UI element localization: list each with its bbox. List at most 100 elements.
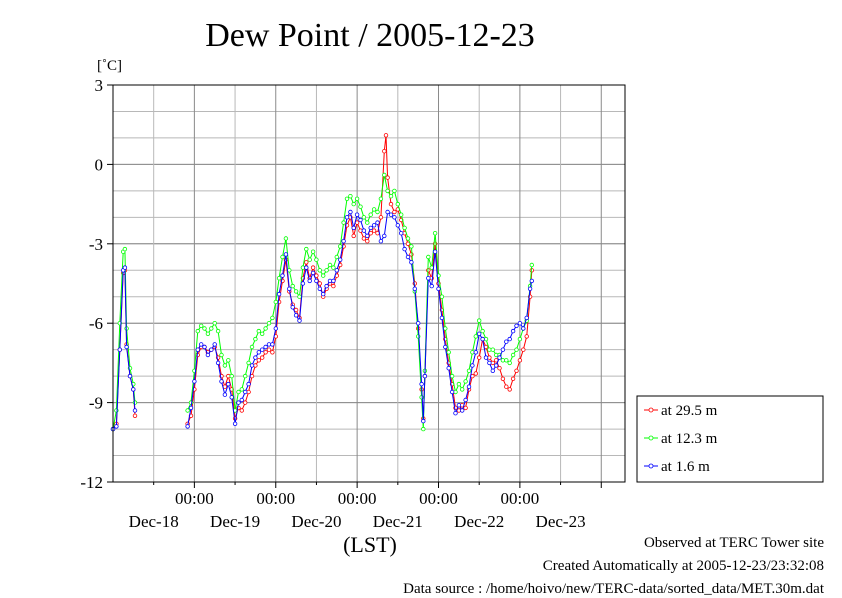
data-point [402, 225, 407, 231]
data-point [334, 254, 339, 260]
data-point [385, 188, 390, 194]
data-point [307, 278, 312, 284]
data-point [239, 408, 244, 413]
data-point [321, 273, 326, 278]
data-point [507, 360, 512, 366]
data-point [114, 424, 119, 429]
data-point [460, 408, 465, 413]
data-point [422, 373, 428, 379]
data-point [263, 326, 268, 331]
data-point [222, 392, 228, 397]
data-point [341, 238, 346, 244]
data-point [263, 344, 268, 350]
data-point [361, 228, 367, 233]
data-point [416, 321, 421, 326]
x-tick-label: 00:00 [419, 489, 458, 508]
legend: at 29.5 m at 12.3 m at 1.6 m [636, 395, 824, 483]
data-point [419, 395, 424, 400]
day-label: Dec-18 [129, 512, 179, 531]
data-point [354, 212, 360, 217]
data-point [392, 209, 397, 215]
data-source-note: Data source : /home/hoivo/new/TERC-data/… [403, 581, 824, 597]
day-label: Dec-22 [454, 512, 504, 531]
data-point [246, 360, 251, 366]
data-point [426, 276, 431, 281]
data-point [226, 381, 231, 387]
data-point [249, 344, 255, 350]
created-note: Created Automatically at 2005-12-23/23:3… [542, 558, 824, 574]
data-point [426, 254, 431, 260]
data-point [195, 347, 200, 352]
data-point [310, 265, 316, 270]
data-point [226, 358, 231, 363]
data-point [331, 265, 336, 270]
data-point [283, 252, 289, 257]
legend-swatch-marker [648, 435, 654, 441]
data-point [473, 371, 478, 376]
data-point [239, 397, 244, 403]
data-point [470, 363, 475, 368]
data-point [473, 334, 478, 339]
data-point [236, 400, 241, 405]
data-point [222, 363, 228, 368]
data-point [280, 273, 285, 278]
y-tick-label: 0 [95, 155, 104, 174]
data-point [521, 326, 526, 331]
data-point [236, 389, 241, 395]
data-point [365, 238, 370, 244]
data-point [195, 328, 200, 334]
data-point [317, 286, 322, 291]
data-point [205, 331, 211, 336]
legend-label: at 29.5 m [661, 403, 718, 419]
day-label: Dec-23 [536, 512, 586, 531]
data-point [132, 400, 138, 405]
data-point [354, 196, 360, 201]
legend-swatch-marker [648, 407, 654, 413]
data-point [371, 207, 377, 212]
data-point [365, 220, 370, 225]
data-point [351, 233, 356, 239]
data-point [456, 403, 462, 408]
data-point [300, 281, 306, 286]
data-point [419, 381, 424, 387]
y-tick-label: -9 [89, 394, 103, 413]
data-point [270, 350, 275, 355]
data-point [463, 405, 468, 411]
data-point [405, 236, 411, 241]
day-label: Dec-21 [373, 512, 423, 531]
data-point [351, 225, 356, 231]
data-point [246, 381, 251, 387]
data-point [527, 286, 533, 291]
data-point [314, 257, 319, 262]
data-point [324, 268, 329, 273]
data-point [514, 323, 519, 328]
data-point [421, 418, 426, 424]
data-point [456, 381, 462, 387]
data-point [260, 331, 265, 336]
data-point [378, 215, 384, 220]
data-point [446, 366, 451, 371]
data-point [409, 260, 414, 265]
data-point [307, 257, 312, 262]
data-point [260, 347, 265, 352]
y-tick-label: -3 [89, 235, 103, 254]
data-point [388, 193, 394, 199]
data-point [483, 355, 489, 360]
legend-label: at 12.3 m [661, 431, 718, 447]
data-point [202, 344, 207, 350]
data-point [276, 291, 282, 297]
data-point [412, 286, 417, 291]
data-point [490, 347, 495, 352]
data-point [304, 246, 309, 252]
data-point [212, 321, 217, 326]
data-point [504, 384, 509, 389]
data-point [365, 233, 370, 239]
data-point [331, 278, 336, 284]
data-point [504, 339, 509, 344]
data-point [361, 215, 367, 220]
data-point [392, 215, 397, 220]
data-point [507, 387, 512, 392]
data-point [290, 305, 295, 310]
data-point [324, 283, 329, 289]
